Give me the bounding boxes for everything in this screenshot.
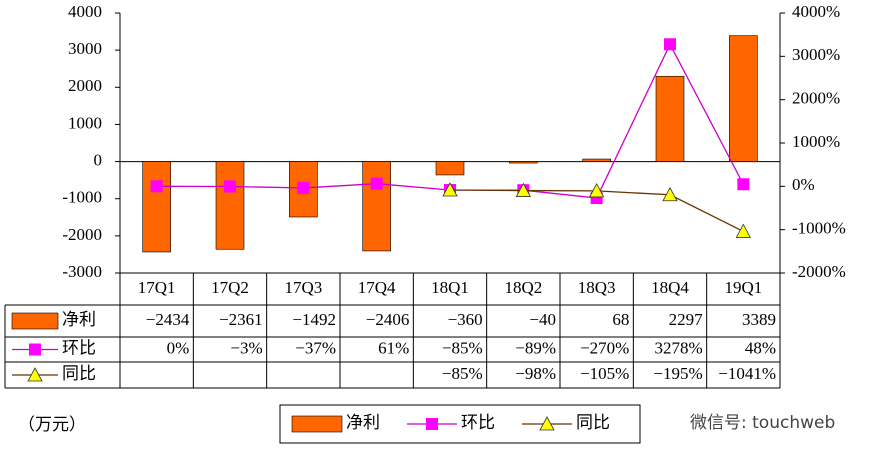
y-tick-label: -1000	[62, 188, 102, 207]
y2-tick-label: 2000%	[792, 89, 840, 108]
bar	[655, 75, 685, 162]
marker	[737, 178, 750, 191]
table-value: −98%	[515, 364, 556, 383]
marker	[297, 181, 310, 194]
x-tick-label: 17Q4	[358, 278, 396, 297]
bar	[509, 161, 538, 164]
bar	[729, 35, 758, 162]
row-header: 净利	[62, 310, 96, 329]
x-tick-label: 17Q1	[138, 278, 176, 297]
x-tick-label: 18Q4	[651, 278, 689, 297]
table-value: −85%	[442, 338, 483, 357]
legend-box	[279, 404, 641, 444]
legend-swatch	[291, 415, 343, 433]
table-value: −2361	[219, 310, 263, 329]
y2-tick-label: -1000%	[792, 219, 846, 238]
y-tick-label: -2000	[62, 225, 102, 244]
legend-swatch	[11, 312, 59, 330]
y-tick-label: 1000	[68, 113, 102, 132]
marker	[735, 223, 752, 238]
table-value: 3278%	[654, 338, 702, 357]
table-value: −3%	[230, 338, 262, 357]
legend-label: 净利	[346, 413, 380, 432]
table-value: −89%	[515, 338, 556, 357]
row-header: 环比	[62, 338, 96, 357]
marker	[370, 177, 383, 190]
table-value: 48%	[745, 338, 776, 357]
table-value: 0%	[167, 338, 190, 357]
x-tick-label: 18Q2	[504, 278, 542, 297]
y2-tick-label: -2000%	[792, 262, 846, 281]
table-value: −2406	[366, 310, 410, 329]
y2-tick-label: 1000%	[792, 132, 840, 151]
y2-tick-label: 3000%	[792, 45, 840, 64]
legend-marker	[426, 418, 438, 430]
row-header: 同比	[62, 364, 96, 383]
y-tick-label: 3000	[68, 39, 102, 58]
table-value: −37%	[295, 338, 336, 357]
table-value: −1041%	[718, 364, 776, 383]
y-tick-label: 4000	[68, 2, 102, 21]
marker	[515, 182, 532, 197]
table-value: −85%	[442, 364, 483, 383]
bar	[582, 158, 611, 162]
x-tick-label: 18Q3	[578, 278, 616, 297]
y-tick-label: 2000	[68, 76, 102, 95]
table-value: 2297	[669, 310, 704, 329]
x-tick-label: 17Q3	[284, 278, 322, 297]
marker	[588, 183, 605, 198]
bar	[435, 161, 465, 176]
table-value: −40	[529, 310, 556, 329]
x-tick-label: 19Q1	[724, 278, 762, 297]
table-value: 61%	[378, 338, 409, 357]
legend-label: 环比	[461, 413, 495, 432]
bar	[142, 161, 171, 253]
table-value: 3389	[742, 310, 776, 329]
watermark: 微信号: touchweb	[690, 413, 835, 433]
y-tick-label: -3000	[62, 262, 102, 281]
marker	[442, 182, 458, 197]
table-value: −195%	[653, 364, 702, 383]
unit-label: （万元）	[18, 415, 86, 434]
marker	[662, 186, 678, 202]
y2-tick-label: 4000%	[792, 2, 840, 21]
table-value: −1492	[292, 310, 336, 329]
x-tick-label: 18Q1	[431, 278, 469, 297]
legend-marker	[27, 367, 43, 382]
marker	[224, 180, 236, 193]
legend-label: 同比	[576, 413, 610, 432]
legend-marker	[29, 343, 41, 356]
table-value: −360	[448, 310, 483, 329]
bar	[215, 161, 245, 250]
marker	[150, 180, 163, 193]
table-value: 68	[612, 310, 629, 329]
marker	[664, 38, 676, 51]
legend-marker	[539, 416, 555, 431]
table-value: −105%	[580, 364, 629, 383]
y2-tick-label: 0%	[792, 175, 815, 194]
bar	[362, 161, 391, 252]
y-tick-label: 0	[94, 150, 103, 169]
table-value: −2434	[146, 310, 190, 329]
x-tick-label: 17Q2	[211, 278, 249, 297]
table-value: −270%	[580, 338, 629, 357]
